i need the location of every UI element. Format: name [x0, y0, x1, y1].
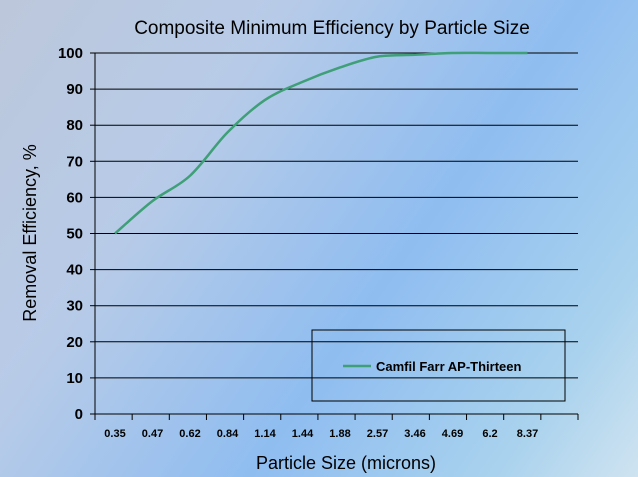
- y-tick-label: 50: [66, 226, 83, 243]
- y-tick-label: 40: [66, 262, 83, 279]
- y-tick-label: 20: [66, 334, 83, 351]
- x-tick-label: 3.46: [404, 428, 425, 440]
- x-tick-label: 1.88: [329, 428, 350, 440]
- legend: Camfil Farr AP-Thirteen: [311, 329, 566, 402]
- y-tick-label: 100: [58, 45, 83, 62]
- x-tick-label: 1.44: [292, 428, 314, 440]
- x-tick-label: 6.2: [482, 428, 497, 440]
- x-axis-title: Particle Size (microns): [256, 453, 436, 473]
- x-tick-label: 0.35: [104, 428, 125, 440]
- y-tick-label: 10: [66, 370, 83, 387]
- y-tick-label: 90: [66, 81, 83, 98]
- x-tick-label: 2.57: [367, 428, 388, 440]
- y-tick-label: 30: [66, 298, 83, 315]
- plot-area: 0 10 20 30 40 50 60 70 80 90 100 0.35 0.47 0.62 0.84 1.…: [58, 45, 579, 440]
- legend-label: Camfil Farr AP-Thirteen: [376, 359, 521, 374]
- y-tick-label: 80: [66, 117, 83, 134]
- x-tick-label: 8.37: [517, 428, 538, 440]
- series-line-0: [114, 51, 528, 235]
- x-tick-label: 4.69: [442, 428, 463, 440]
- x-tick-label: 1.14: [254, 428, 276, 440]
- y-tick-label: 0: [75, 406, 83, 423]
- x-tick-label: 0.84: [217, 428, 239, 440]
- y-tick-label: 70: [66, 153, 83, 170]
- y-axis-title: Removal Efficiency, %: [20, 144, 40, 321]
- chart-title: Composite Minimum Efficiency by Particle…: [134, 18, 530, 39]
- legend-box: [311, 329, 566, 402]
- y-tick-label: 60: [66, 189, 83, 206]
- x-tick-label: 0.47: [142, 428, 163, 440]
- x-tick-label: 0.62: [179, 428, 200, 440]
